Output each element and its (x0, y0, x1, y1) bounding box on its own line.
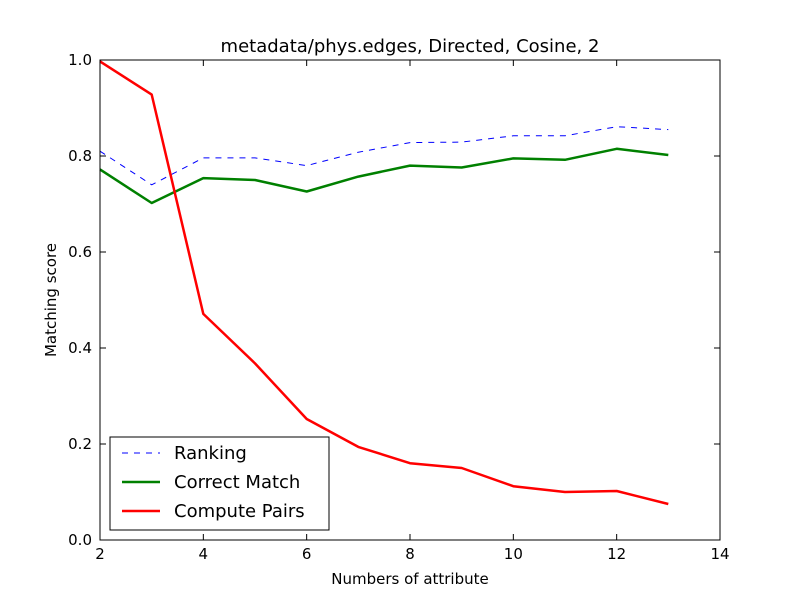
y-tick-label: 0.4 (68, 339, 92, 357)
y-tick-label: 0.6 (68, 243, 92, 261)
x-tick-label: 4 (199, 545, 209, 563)
series-line-ranking (99, 126, 669, 186)
series-line-compute-pairs (99, 60, 669, 506)
chart-title: metadata/phys.edges, Directed, Cosine, 2 (221, 36, 600, 57)
x-axis-label: Numbers of attribute (331, 570, 489, 588)
x-tick-label: 12 (607, 545, 626, 563)
x-tick-label: 14 (710, 545, 729, 563)
legend: Ranking Correct Match Compute Pairs (109, 436, 330, 531)
y-axis-label: Matching score (42, 243, 60, 357)
series-line-correct-match (99, 147, 669, 205)
x-axis-ticks: 2 4 6 8 10 12 14 (95, 60, 730, 563)
y-axis-ticks: 0.0 0.2 0.4 0.6 0.8 1.0 (68, 51, 720, 549)
y-tick-label: 0.0 (68, 531, 92, 549)
legend-label-compute-pairs: Compute Pairs (174, 501, 305, 522)
x-tick-label: 10 (504, 545, 523, 563)
x-tick-label: 8 (405, 545, 415, 563)
legend-label-correct-match: Correct Match (174, 472, 300, 493)
y-tick-label: 0.2 (68, 435, 92, 453)
y-tick-label: 1.0 (68, 51, 92, 69)
legend-label-ranking: Ranking (174, 443, 247, 464)
y-tick-label: 0.8 (68, 147, 92, 165)
x-tick-label: 6 (302, 545, 312, 563)
plot-lines (99, 60, 669, 506)
x-tick-label: 2 (95, 545, 105, 563)
